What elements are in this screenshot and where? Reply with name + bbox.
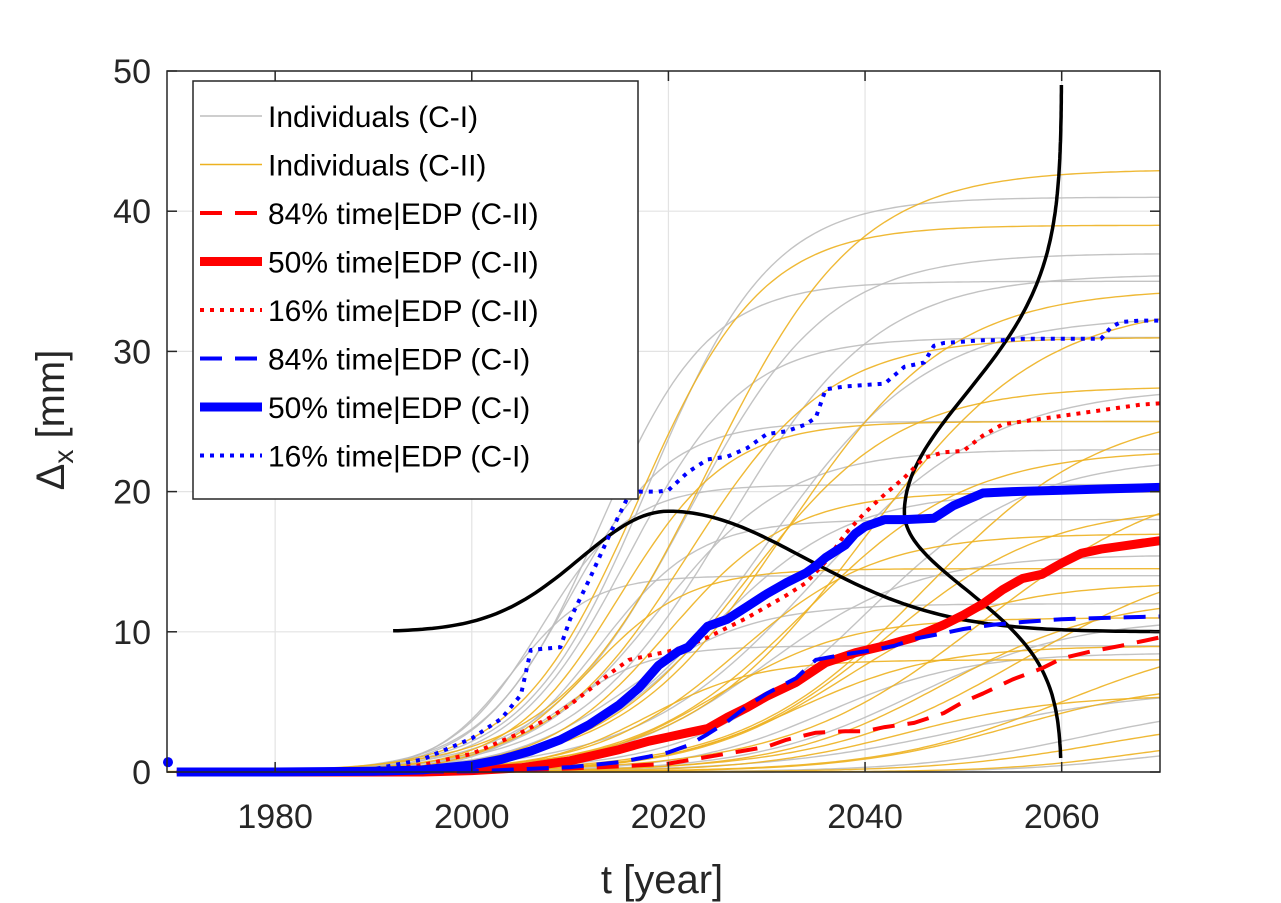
y-tick-label: 30 <box>113 333 151 371</box>
y-axis-label-subscript: x <box>48 450 79 464</box>
x-tick-label: 2020 <box>631 798 707 836</box>
y-tick-labels: 0 10 20 30 40 50 <box>113 53 151 792</box>
legend-label: 84% time|EDP (C-I) <box>268 344 530 377</box>
legend-label: 84% time|EDP (C-II) <box>268 198 539 231</box>
y-axis-label: Δx [mm] <box>29 350 79 491</box>
x-tick-labels: 1980 2000 2020 2040 2060 <box>237 798 1099 836</box>
start-marker <box>163 757 173 768</box>
x-axis-label: t [year] <box>601 858 723 902</box>
axis-ticks <box>167 70 1160 773</box>
legend-label: 50% time|EDP (C-II) <box>268 247 539 280</box>
distribution-curve <box>902 85 1064 759</box>
percentile-line <box>176 482 1161 777</box>
y-tick-label: 50 <box>113 53 151 91</box>
percentile-curves <box>163 318 1161 777</box>
percentile-line <box>176 635 1161 774</box>
legend-label: 16% time|EDP (C-II) <box>268 295 539 328</box>
distribution-curves <box>393 85 1160 759</box>
distribution-curve <box>393 509 1160 634</box>
y-axis-label-symbol: Δ <box>29 464 73 491</box>
legend-label: Individuals (C-I) <box>268 101 478 134</box>
legend-box <box>192 80 639 500</box>
y-tick-label: 10 <box>113 614 151 652</box>
percentile-line <box>176 536 1161 777</box>
y-tick-label: 40 <box>113 193 151 231</box>
y-tick-label: 0 <box>132 754 151 792</box>
y-tick-label: 20 <box>113 474 151 512</box>
x-tick-label: 2000 <box>434 798 510 836</box>
legend-label: 16% time|EDP (C-I) <box>268 441 530 474</box>
percentile-line <box>176 614 1161 774</box>
legend-label: Individuals (C-II) <box>268 150 486 183</box>
plot-area-frame <box>166 70 1161 773</box>
x-tick-label: 2040 <box>827 798 903 836</box>
x-tick-label: 1980 <box>237 798 313 836</box>
y-axis-label-unit: [mm] <box>29 350 73 450</box>
percentile-line <box>176 401 1161 774</box>
x-tick-label: 2060 <box>1024 798 1100 836</box>
legend-label: 50% time|EDP (C-I) <box>268 392 530 425</box>
legend: Individuals (C-I) Individuals (C-II) 84% t… <box>192 80 639 500</box>
